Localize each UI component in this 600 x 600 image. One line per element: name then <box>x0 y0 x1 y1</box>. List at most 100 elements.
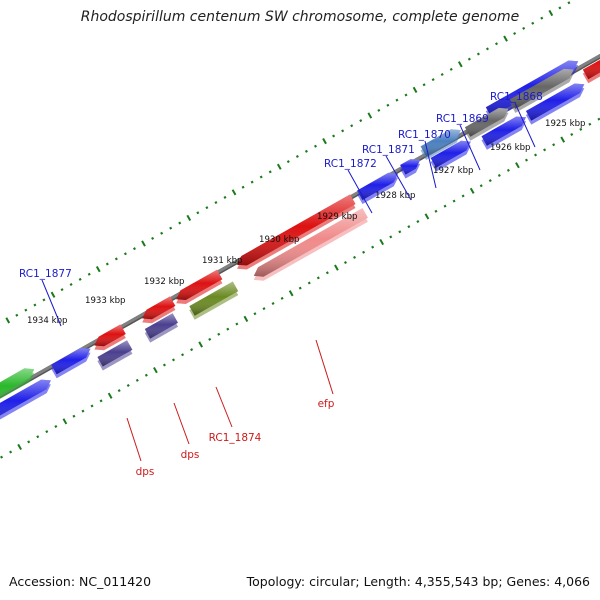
tick-mark <box>5 317 11 324</box>
gene-feature[interactable] <box>525 83 585 125</box>
gene-label-leader <box>126 417 142 462</box>
tick-mark <box>316 276 320 280</box>
tick-mark <box>313 144 317 148</box>
tick-mark <box>141 240 146 247</box>
gene-arrow-shade <box>0 379 51 416</box>
gene-arrow-shade <box>189 281 239 316</box>
tick-mark <box>404 93 408 97</box>
tick-mark <box>153 366 158 374</box>
gene-label[interactable]: RC1_1877 <box>19 268 72 280</box>
gene-feature[interactable] <box>0 368 35 412</box>
gene-feature[interactable] <box>464 107 509 141</box>
gene-label-leader <box>424 140 437 189</box>
tick-mark <box>69 283 73 287</box>
gene-feature[interactable] <box>357 172 399 204</box>
gene-label[interactable]: dps <box>136 466 155 478</box>
gene-label[interactable]: RC1_1869 <box>436 113 489 125</box>
tick-mark <box>288 290 294 297</box>
gene-label[interactable]: RC1_1870 <box>398 129 451 141</box>
tick-mark <box>286 160 290 164</box>
tick-mark <box>334 264 339 271</box>
tick-mark <box>42 298 46 302</box>
tick-mark <box>135 378 139 382</box>
tick-mark <box>36 435 40 439</box>
tick-mark <box>181 353 185 357</box>
tick-mark <box>105 262 109 266</box>
tick-mark <box>117 389 121 393</box>
tick-mark <box>570 132 574 136</box>
gene-feature[interactable] <box>481 116 527 150</box>
tick-mark <box>107 392 113 399</box>
tick-mark <box>515 162 520 169</box>
gene-feature[interactable] <box>582 48 600 84</box>
gene-arrow-shade <box>430 140 471 168</box>
tick-mark <box>597 117 600 121</box>
tick-mark <box>440 72 444 76</box>
gene-label[interactable]: RC1_1874 <box>209 432 262 444</box>
gene-feature[interactable] <box>420 129 461 160</box>
tick-label: 1926 kbp <box>490 143 531 153</box>
tick-mark <box>367 112 373 119</box>
tick-mark <box>241 185 245 189</box>
gene-feature[interactable] <box>400 159 421 179</box>
tick-mark <box>558 6 562 10</box>
tick-mark <box>540 16 544 20</box>
gene-arrow-shade <box>144 313 178 339</box>
gene-label[interactable]: RC1_1872 <box>324 158 377 170</box>
gene-feature[interactable] <box>176 269 223 304</box>
tick-mark <box>449 67 453 71</box>
tick-mark <box>377 108 381 112</box>
gene-feature[interactable] <box>144 313 178 343</box>
tick-mark <box>214 201 218 205</box>
tick-mark <box>350 124 354 128</box>
gene-label-leader <box>41 279 62 327</box>
gene-feature[interactable] <box>142 296 176 324</box>
gene-arrow-shade <box>94 324 126 347</box>
tick-mark <box>178 221 182 225</box>
feature-layer[interactable] <box>0 48 600 430</box>
genome-summary-text: Topology: circular; Length: 4,355,543 bp… <box>246 574 590 589</box>
gene-feature[interactable] <box>94 324 126 351</box>
tick-mark <box>359 119 363 123</box>
gene-label-leader <box>215 386 233 428</box>
tick-mark <box>552 143 556 147</box>
tick-label: 1930 kbp <box>259 235 300 245</box>
tick-mark <box>506 168 510 172</box>
gene-feature[interactable] <box>0 379 51 431</box>
tick-mark <box>479 184 483 188</box>
gene-feature[interactable] <box>253 208 368 281</box>
tick-mark <box>162 363 166 367</box>
tick-mark <box>0 455 4 459</box>
gene-label[interactable]: efp <box>318 398 335 410</box>
tick-mark <box>235 322 239 326</box>
gene-feature[interactable] <box>237 194 356 270</box>
gene-feature[interactable] <box>189 281 239 320</box>
tick-mark <box>497 173 501 177</box>
gene-feature[interactable] <box>510 68 574 113</box>
tick-mark <box>280 296 284 300</box>
tick-label: 1931 kbp <box>202 256 243 266</box>
gene-label[interactable]: dps <box>181 449 200 461</box>
tick-mark <box>325 271 329 275</box>
gene-feature[interactable] <box>97 340 133 371</box>
gene-feature[interactable] <box>51 348 91 379</box>
gene-label[interactable]: RC1_1871 <box>362 144 415 156</box>
tick-mark <box>452 199 456 203</box>
tick-mark <box>362 250 366 254</box>
tick-mark <box>33 303 37 307</box>
tick-label: 1934 kbp <box>27 316 68 326</box>
tick-mark <box>379 238 385 246</box>
tick-mark <box>560 136 566 143</box>
gene-label[interactable]: RC1_1868 <box>490 91 543 103</box>
tick-mark <box>412 86 418 93</box>
tick-mark <box>395 98 399 102</box>
tick-mark <box>198 341 204 348</box>
gene-arrow-shade <box>176 269 223 300</box>
tick-mark <box>488 179 492 183</box>
tick-mark <box>54 424 58 428</box>
tick-mark <box>322 137 327 145</box>
tick-mark <box>243 315 249 322</box>
gene-feature[interactable] <box>430 140 471 172</box>
gene-arrow-shade <box>97 340 133 367</box>
